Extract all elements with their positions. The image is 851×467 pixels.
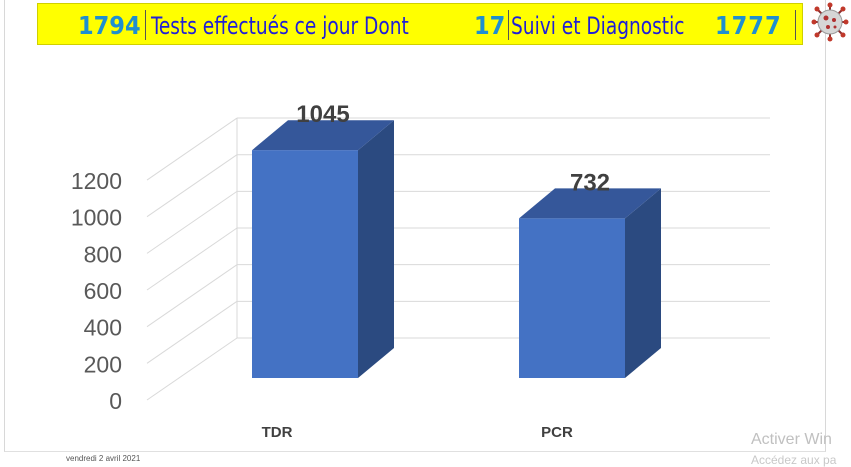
y-tick-label: 800 xyxy=(84,241,122,267)
y-tick-label: 1000 xyxy=(71,205,122,231)
activation-watermark-sub: Accédez aux pa xyxy=(751,453,837,467)
banner-divider xyxy=(145,10,146,40)
y-tick-label: 600 xyxy=(84,278,122,304)
bar-side-tdr xyxy=(358,120,394,378)
x-tick-label: TDR xyxy=(262,424,293,441)
banner-divider xyxy=(508,10,509,40)
coronavirus-icon xyxy=(811,2,849,42)
header-banner: 1794 Tests effectués ce jour Dont 17 Sui… xyxy=(37,3,803,45)
gridline-depth xyxy=(146,337,238,401)
gridline-depth xyxy=(146,264,238,328)
gridline-depth xyxy=(146,227,238,291)
data-label: 732 xyxy=(570,169,610,196)
bar-top-pcr xyxy=(519,188,661,219)
gridline-depth xyxy=(146,154,238,218)
gridline-depth xyxy=(146,117,238,181)
y-tick-label: 200 xyxy=(84,351,122,377)
followup-count: 17 xyxy=(474,11,506,40)
y-tick-label: 0 xyxy=(109,388,122,414)
bar-side-pcr xyxy=(625,188,661,378)
slide-frame xyxy=(4,0,826,452)
activation-watermark: Activer Win xyxy=(751,431,832,448)
data-label: 1045 xyxy=(296,101,349,128)
bar-tdr xyxy=(252,150,358,378)
total-tests-count: 1794 xyxy=(78,11,141,40)
bar-pcr xyxy=(519,218,625,378)
y-tick-label: 400 xyxy=(84,315,122,341)
x-tick-label: PCR xyxy=(541,424,573,441)
bar-top-tdr xyxy=(252,120,394,151)
gridline-depth xyxy=(146,300,238,364)
tests-label: Tests effectués ce jour Dont xyxy=(151,12,409,40)
diagnostic-count: 1777 xyxy=(715,11,782,40)
gridline-depth xyxy=(146,190,238,254)
banner-divider xyxy=(795,10,796,40)
y-tick-label: 1200 xyxy=(71,168,122,194)
followup-label: Suivi et Diagnostic xyxy=(511,12,685,40)
footer-date: vendredi 2 avril 2021 xyxy=(66,454,141,463)
